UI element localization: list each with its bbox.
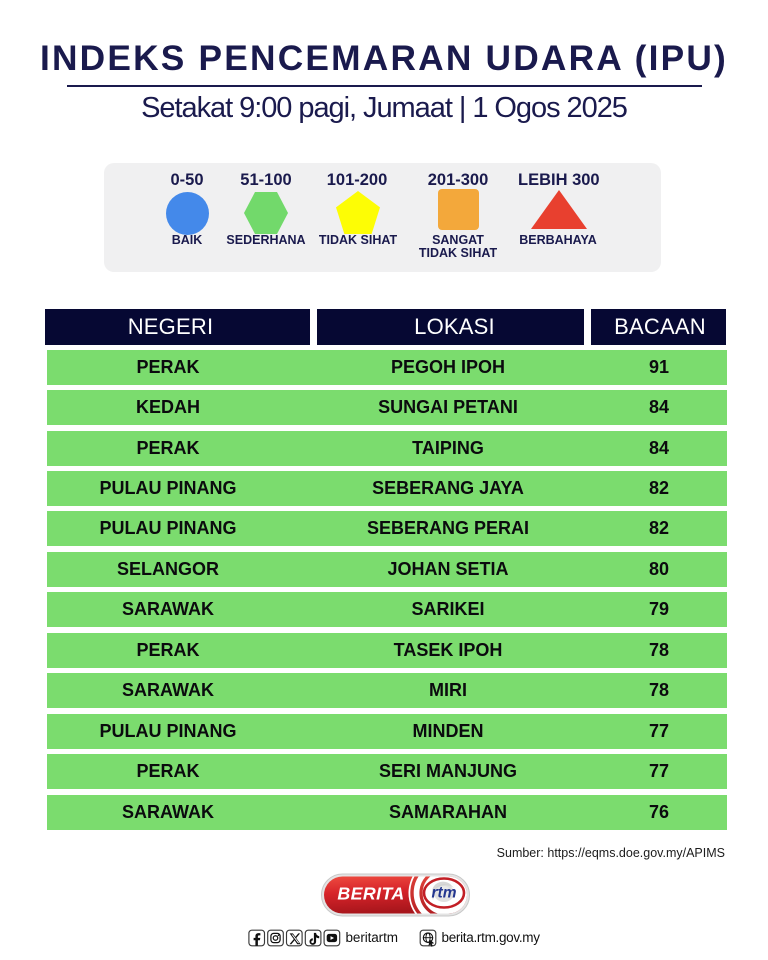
svg-text:BERITA: BERITA — [337, 884, 404, 904]
svg-text:rtm: rtm — [432, 885, 457, 902]
